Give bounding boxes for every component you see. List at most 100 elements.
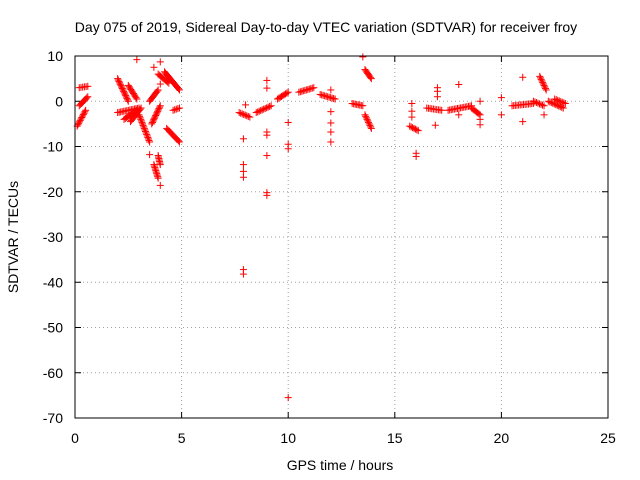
data-point <box>246 113 254 121</box>
data-point <box>531 98 539 106</box>
data-point <box>537 100 545 108</box>
data-point <box>175 138 183 146</box>
data-point <box>124 96 132 104</box>
x-tick-label: 15 <box>387 430 403 446</box>
data-point <box>560 99 568 107</box>
data-point <box>84 82 92 90</box>
data-point <box>327 108 335 116</box>
data-point <box>242 101 250 109</box>
tick-labels: 0 5 10 15 20 25 10 0 -10 -20 -30 -40 -50 -60 -70 <box>43 48 616 446</box>
data-point <box>536 74 544 82</box>
data-point <box>80 109 88 117</box>
data-point <box>144 135 152 143</box>
data-point <box>310 84 318 92</box>
data-point <box>135 111 143 119</box>
data-point <box>529 97 537 105</box>
data-point <box>74 121 82 129</box>
data-point <box>410 124 418 132</box>
data-point <box>169 106 177 114</box>
data-point <box>497 111 505 119</box>
data-point <box>140 124 148 132</box>
data-point <box>263 76 271 84</box>
data-point <box>164 78 172 86</box>
data-point <box>554 96 562 104</box>
data-point <box>241 111 249 119</box>
data-point <box>257 107 265 115</box>
x-tick-label: 0 <box>71 430 79 446</box>
data-point <box>133 56 141 64</box>
data-point <box>263 152 271 160</box>
y-tick-label: -40 <box>43 274 63 290</box>
data-point <box>361 111 369 119</box>
x-tick-label: 10 <box>280 430 296 446</box>
data-point <box>538 77 546 85</box>
data-point <box>535 100 543 108</box>
data-point <box>497 94 505 102</box>
data-point <box>142 129 150 137</box>
data-point <box>237 109 245 117</box>
data-point <box>244 112 252 120</box>
data-point <box>153 87 161 95</box>
data-point <box>284 394 292 402</box>
data-point <box>156 58 164 66</box>
y-tick-label: 10 <box>47 48 63 64</box>
data-point <box>154 174 162 182</box>
data-point <box>364 117 372 125</box>
data-point <box>263 104 271 112</box>
data-point <box>367 75 375 83</box>
data-point <box>537 75 545 83</box>
data-point <box>261 104 269 112</box>
data-point <box>254 108 262 116</box>
data-point <box>77 115 85 123</box>
data-point <box>263 84 271 92</box>
data-point <box>327 86 335 94</box>
data-point <box>156 181 164 189</box>
data-point <box>362 114 370 122</box>
data-point <box>78 113 86 121</box>
data-point <box>559 104 567 112</box>
data-point <box>552 96 560 104</box>
data-point <box>75 119 83 127</box>
data-point <box>540 102 548 110</box>
data-point <box>243 112 251 120</box>
data-point <box>519 118 527 126</box>
data-point <box>143 132 151 140</box>
data-point <box>407 123 415 131</box>
data-point <box>359 53 367 61</box>
data-point <box>363 115 371 123</box>
data-point <box>171 106 179 114</box>
data-point <box>455 111 463 119</box>
data-point <box>534 99 542 107</box>
data-point <box>541 84 549 92</box>
data-point <box>76 116 84 124</box>
data-point <box>83 94 91 102</box>
data-point <box>260 105 268 113</box>
y-tick-label: 0 <box>55 93 63 109</box>
data-point <box>408 113 416 121</box>
data-point <box>365 118 373 126</box>
data-point <box>539 101 547 109</box>
data-point <box>137 115 145 123</box>
y-axis-label: SDTVAR / TECUs <box>5 181 21 293</box>
data-point <box>331 95 339 103</box>
x-tick-label: 25 <box>600 430 616 446</box>
data-point <box>156 103 164 111</box>
data-point <box>139 121 147 129</box>
data-point <box>154 86 162 94</box>
data-point <box>542 86 550 94</box>
data-point <box>136 105 144 113</box>
data-point <box>327 128 335 136</box>
data-point <box>327 138 335 146</box>
data-point <box>79 112 87 120</box>
data-point <box>174 137 182 145</box>
data-point <box>547 99 555 107</box>
data-point <box>144 133 152 141</box>
data-point <box>555 97 563 105</box>
data-point <box>140 123 148 131</box>
data-point <box>556 103 564 111</box>
plot-frame <box>74 55 609 419</box>
data-point <box>409 124 417 132</box>
data-point <box>81 108 89 116</box>
